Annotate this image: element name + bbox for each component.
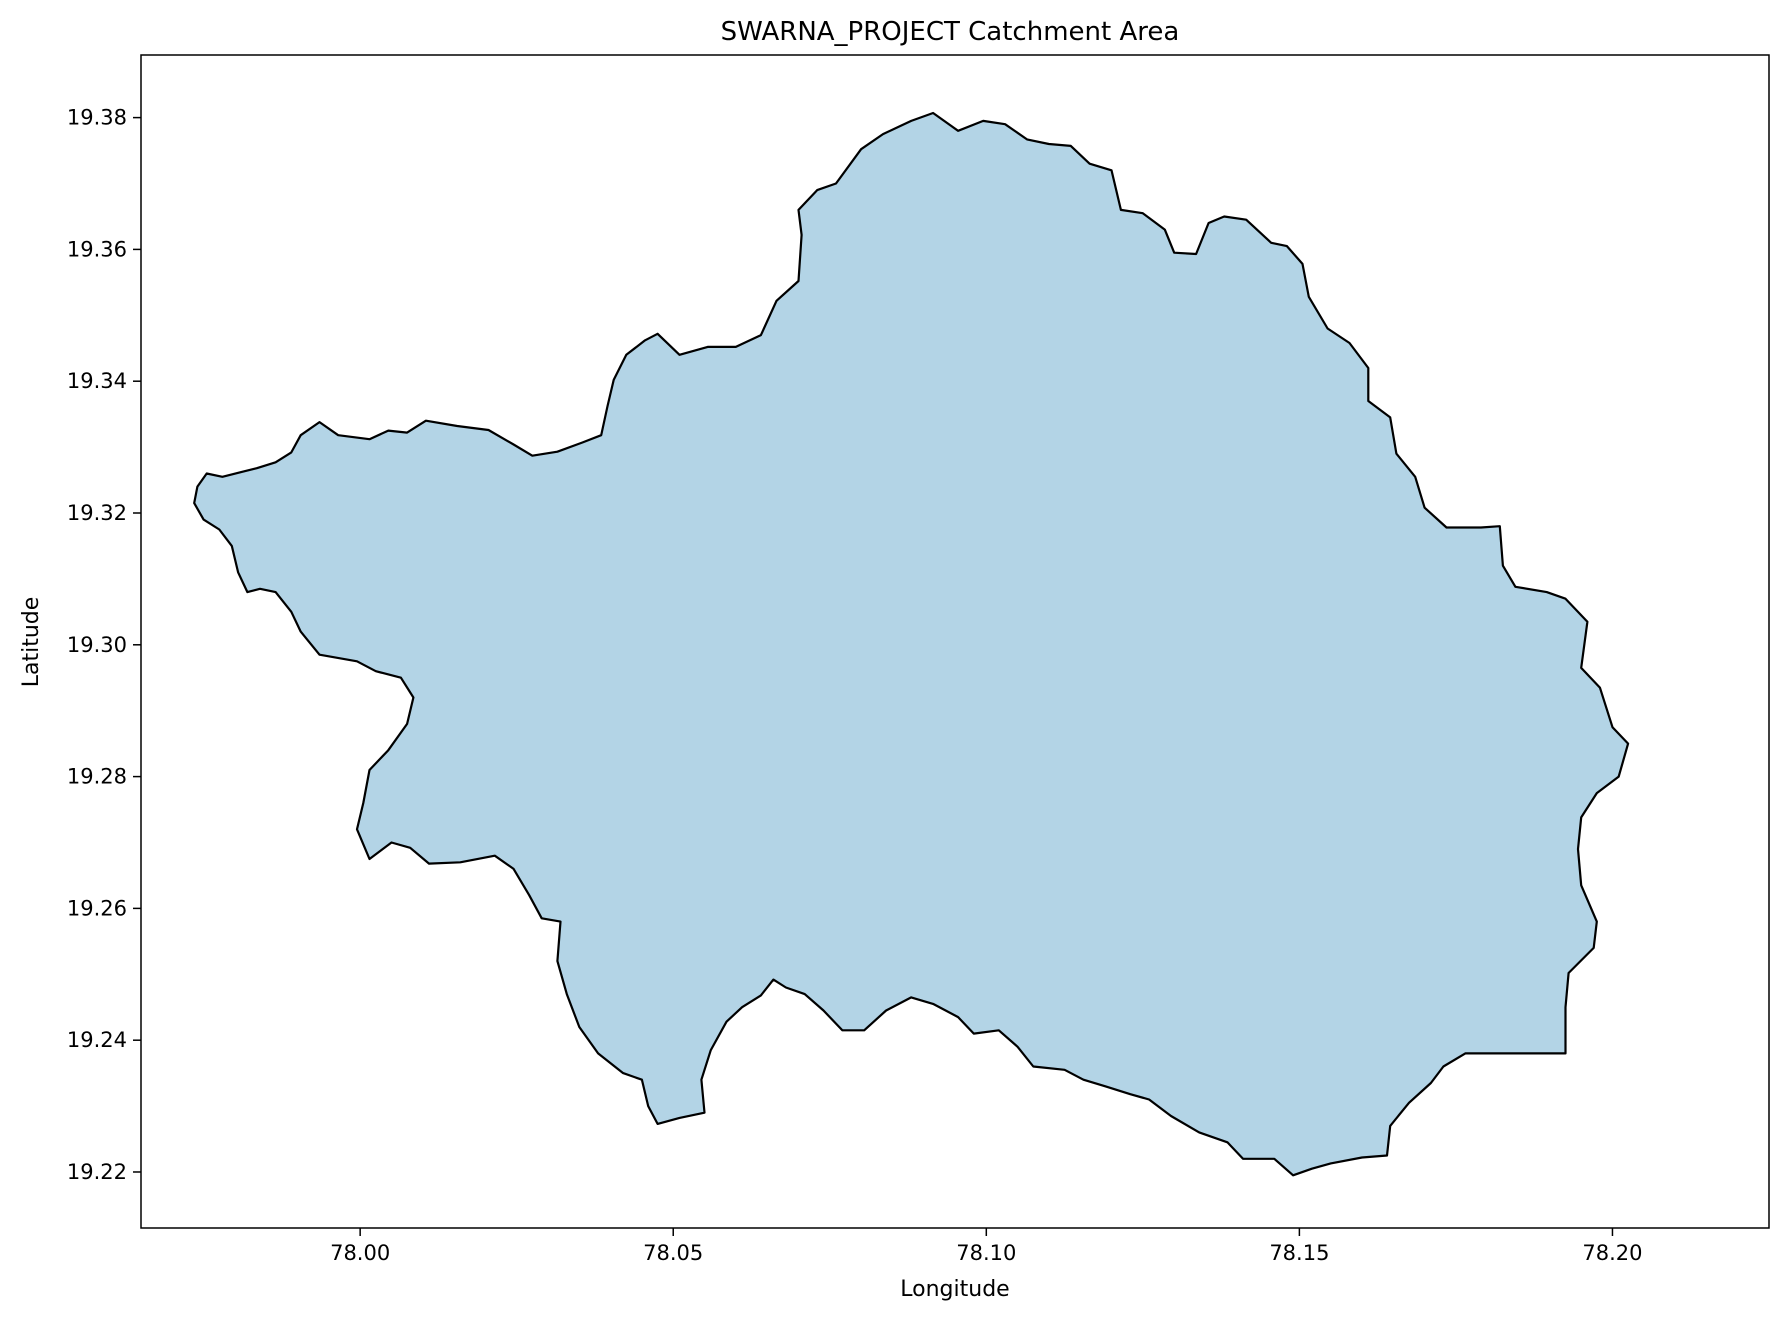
map-title: SWARNA_PROJECT Catchment Area — [721, 17, 1180, 47]
y-tick-label: 19.34 — [67, 369, 127, 393]
x-tick-label: 78.10 — [956, 1241, 1016, 1265]
x-tick-label: 78.00 — [330, 1241, 390, 1265]
x-axis-ticks: 78.00 78.05 78.10 78.15 78.20 — [330, 1228, 1643, 1265]
y-tick-label: 19.30 — [67, 633, 127, 657]
x-axis-label: Longitude — [900, 1277, 1009, 1302]
y-axis-label: Latitude — [19, 597, 44, 688]
catchment-polygon — [193, 111, 1630, 1177]
y-tick-label: 19.24 — [67, 1028, 127, 1052]
axes-frame — [140, 54, 1770, 1229]
x-tick-label: 78.05 — [643, 1241, 703, 1265]
y-tick-label: 19.28 — [67, 765, 127, 789]
y-tick-label: 19.22 — [67, 1160, 127, 1184]
y-tick-label: 19.36 — [67, 237, 127, 261]
x-tick-label: 78.20 — [1582, 1241, 1642, 1265]
y-tick-label: 19.32 — [67, 501, 127, 525]
y-axis-ticks: 19.22 19.24 19.26 19.28 19.30 19.32 19.34 19.36… — [67, 106, 141, 1184]
y-tick-label: 19.26 — [67, 896, 127, 920]
y-tick-label: 19.38 — [67, 106, 127, 130]
plot-area — [140, 54, 1770, 1229]
x-tick-label: 78.15 — [1269, 1241, 1329, 1265]
